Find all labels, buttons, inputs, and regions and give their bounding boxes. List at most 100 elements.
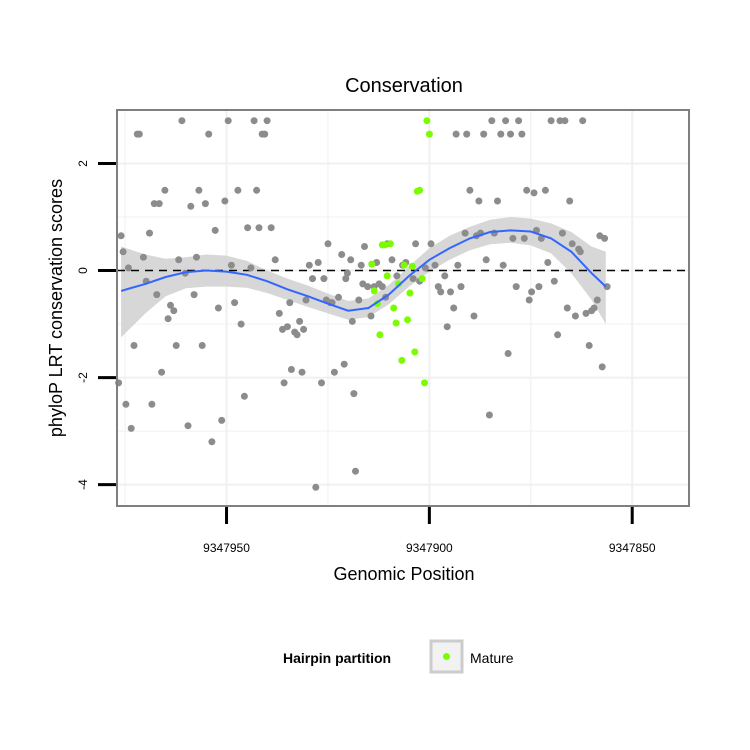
data-point [244,224,252,232]
confidence-band-layer [121,217,606,338]
data-point [523,186,531,194]
data-point [563,304,571,312]
data-point [271,256,279,264]
data-point [170,307,178,315]
data-point [148,400,156,408]
mature-data-point [368,260,376,268]
data-point [409,275,417,283]
data-point [488,117,496,125]
data-point [201,200,209,208]
data-point [305,261,313,269]
mature-data-point [418,275,426,283]
data-point [193,253,200,261]
data-point [421,264,429,272]
mature-data-point [408,262,416,270]
data-point [361,243,368,250]
data-point [475,197,483,205]
data-point [348,317,356,325]
data-point [558,229,566,237]
data-point [178,117,186,125]
data-point [566,197,574,205]
mature-data-point [404,316,411,324]
data-point [427,240,435,248]
data-point [172,342,180,349]
data-point [541,186,549,194]
data-point [158,368,166,376]
data-point [585,342,593,349]
data-point [518,130,526,138]
data-point [190,291,198,299]
data-point [175,256,183,264]
data-point [227,261,235,269]
data-point [231,299,239,307]
data-point [247,264,255,272]
data-point [378,283,386,291]
data-point [330,368,338,376]
data-point [554,331,562,339]
legend-key-point [443,653,450,660]
data-point [261,130,269,138]
data-point [342,275,350,283]
data-point [470,312,478,320]
legend-label-mature: Mature [470,650,514,666]
x-tick-label: 9347900 [406,541,453,555]
data-point [447,288,454,296]
data-point [195,186,203,194]
data-point [214,304,222,312]
data-point [357,261,365,269]
data-point [561,117,569,125]
data-point [211,226,219,234]
data-point [515,117,523,125]
data-point [547,117,555,125]
data-point [312,483,320,491]
legend-key [429,639,464,674]
data-point [528,288,536,296]
data-point [525,296,533,304]
data-point [530,189,538,197]
smooth-line [120,229,607,312]
data-point [155,200,163,208]
data-point [535,283,543,291]
data-point [466,186,474,194]
data-point [457,283,465,291]
data-point [298,368,306,376]
mature-data-point [370,287,378,295]
data-point [218,416,226,424]
data-point [320,275,328,283]
mature-data-point [376,331,384,339]
data-point [412,240,420,248]
data-point [485,411,493,419]
mature-data-point [383,272,391,280]
data-point [463,130,471,138]
mature-data-point [421,379,428,387]
data-point [208,438,216,446]
data-point [338,251,346,258]
data-point [198,342,206,349]
data-point [127,424,135,432]
data-point [434,283,442,291]
data-point [504,350,512,357]
data-point [263,117,271,125]
data-point [318,379,325,387]
mature-data-point [423,117,431,125]
mature-data-point [425,130,433,138]
panel-border [116,109,690,507]
legend: Hairpin partition Mature [283,639,514,674]
data-point [568,240,576,248]
data-point [187,202,195,210]
data-point [507,130,514,138]
data-point [296,317,304,325]
data-point [347,256,355,264]
data-point [367,312,375,320]
y-tick-label: -2 [76,372,90,383]
data-point [130,342,138,349]
data-point [579,117,587,125]
data-point [161,186,169,194]
data-point [598,363,606,371]
data-point [571,312,579,320]
data-point [497,130,505,138]
mature-data-point [406,289,414,297]
x-tick-label: 9347850 [609,541,656,555]
data-point [454,261,462,269]
